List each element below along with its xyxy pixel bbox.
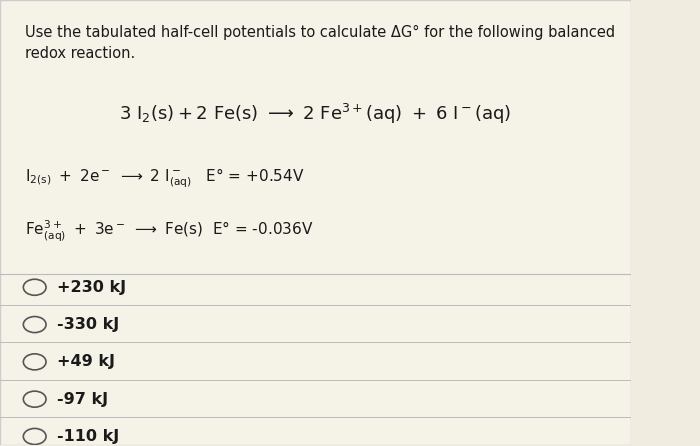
Text: +230 kJ: +230 kJ [57, 280, 126, 295]
Text: $\mathrm{Fe^{3+}_{(aq)}\ +\ 3e^-\ \longrightarrow\ Fe(s)}$  E° = -0.036V: $\mathrm{Fe^{3+}_{(aq)}\ +\ 3e^-\ \longr… [25, 219, 314, 244]
Text: +49 kJ: +49 kJ [57, 355, 115, 369]
Text: $\mathrm{I_{2(s)}\ +\ 2e^-\ \longrightarrow\ 2\ I^-_{(aq)}}$   E° = +0.54V: $\mathrm{I_{2(s)}\ +\ 2e^-\ \longrightar… [25, 166, 305, 190]
Text: Use the tabulated half-cell potentials to calculate ΔG° for the following balanc: Use the tabulated half-cell potentials t… [25, 25, 615, 61]
Text: -110 kJ: -110 kJ [57, 429, 119, 444]
Text: -97 kJ: -97 kJ [57, 392, 108, 407]
Text: $3\ \mathrm{I_2(s) + 2\ Fe(s)\ \longrightarrow\ 2\ Fe^{3+}(aq)\ +\ 6\ I^-(aq)}$: $3\ \mathrm{I_2(s) + 2\ Fe(s)\ \longrigh… [119, 102, 512, 126]
Text: -330 kJ: -330 kJ [57, 317, 119, 332]
